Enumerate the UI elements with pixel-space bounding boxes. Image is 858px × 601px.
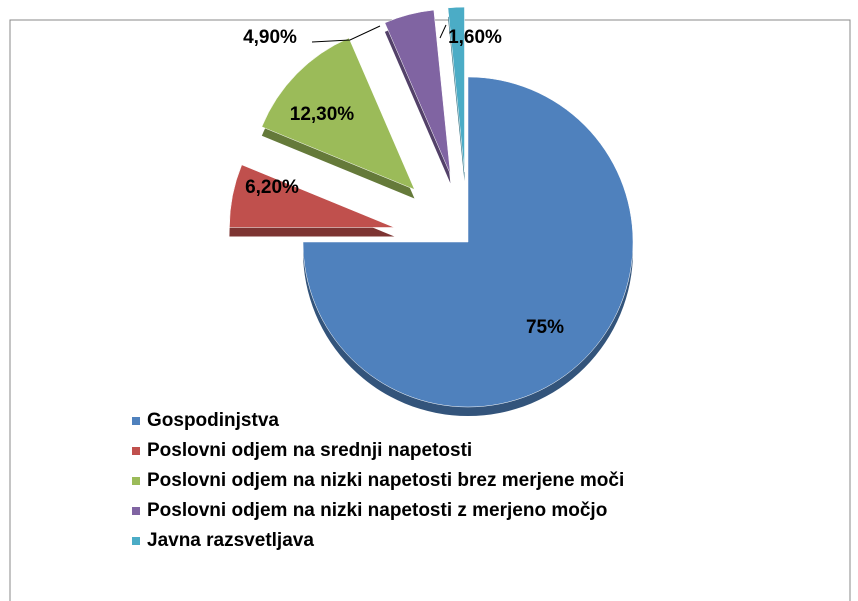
legend-label: Poslovni odjem na nizki napetosti brez m… bbox=[147, 470, 624, 491]
legend-label: Javna razsvetljava bbox=[147, 530, 314, 551]
legend-label: Poslovni odjem na srednji napetosti bbox=[147, 440, 472, 461]
data-label: 4,90% bbox=[243, 27, 297, 48]
legend-swatch bbox=[132, 507, 140, 515]
data-label: 6,20% bbox=[245, 177, 299, 198]
data-label: 75% bbox=[526, 317, 564, 338]
slice bbox=[229, 164, 395, 228]
slice bbox=[261, 37, 415, 190]
data-label: 1,60% bbox=[448, 27, 502, 48]
slice bbox=[384, 9, 451, 175]
slice bbox=[447, 6, 465, 173]
leader-line bbox=[439, 24, 447, 39]
legend-label: Poslovni odjem na nizki napetosti z merj… bbox=[147, 500, 607, 521]
legend-swatch bbox=[132, 447, 140, 455]
data-label: 12,30% bbox=[290, 104, 355, 125]
slice bbox=[302, 76, 634, 408]
legend-swatch bbox=[132, 417, 140, 425]
legend-swatch bbox=[132, 477, 140, 485]
leader-line bbox=[311, 25, 381, 43]
legend-swatch bbox=[132, 537, 140, 545]
legend-label: Gospodinjstva bbox=[147, 410, 279, 431]
